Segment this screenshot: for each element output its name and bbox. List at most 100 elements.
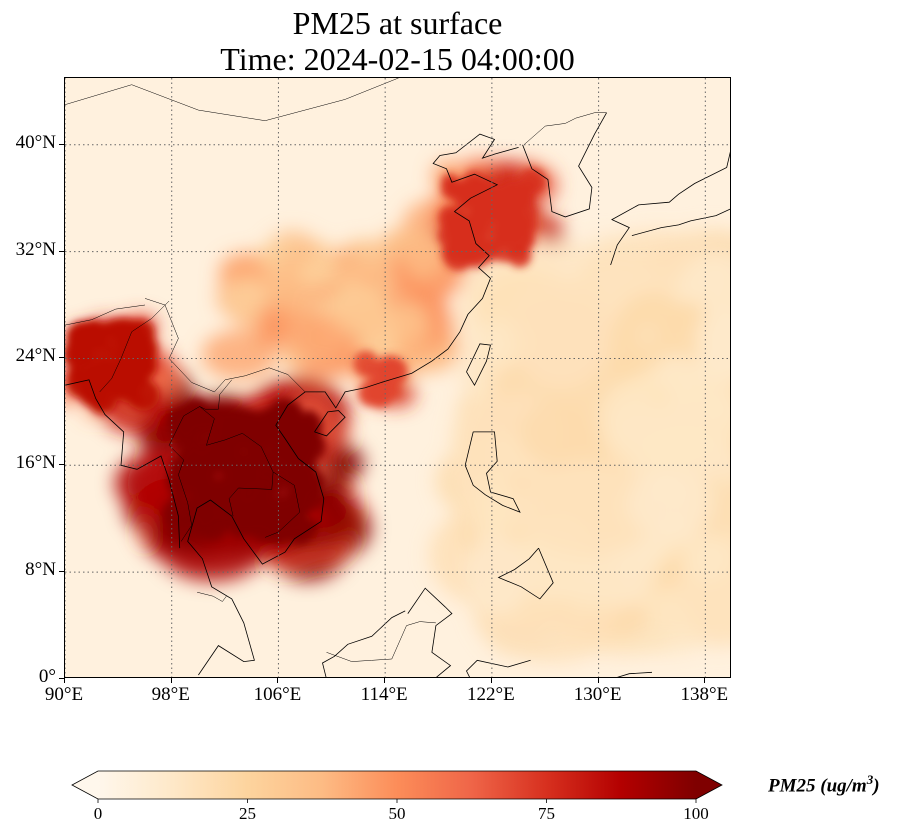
coastline-segment <box>466 343 491 387</box>
pm25-hotspot-core <box>463 208 488 233</box>
country-borders <box>65 78 607 662</box>
gridlines <box>65 78 730 677</box>
coastline-segment <box>631 208 730 236</box>
pm25-plume-cell <box>297 258 337 288</box>
pm25-hotspot-core <box>305 477 324 496</box>
pm25-plume-cell <box>511 461 662 557</box>
pm25-hotspot-core <box>91 389 111 408</box>
border-segment <box>199 406 274 517</box>
border-segment <box>144 298 306 393</box>
pm25-plume-cell <box>557 545 620 610</box>
colorbar-min-extension <box>72 771 98 799</box>
pm25-hotspot-cores <box>65 167 546 546</box>
coastline-segment <box>610 151 730 266</box>
lon-tick-mark <box>277 678 279 683</box>
pm25-hotspot-core <box>197 451 217 471</box>
lat-tick-label: 16°N <box>15 452 56 474</box>
colorbar-tick-label: 50 <box>388 804 406 823</box>
lat-tick-mark <box>59 357 64 359</box>
pm25-hotspot-core <box>245 435 263 453</box>
pm25-hotspot-core <box>116 332 127 344</box>
coastline-segment <box>187 133 519 676</box>
pm25-plume-cell <box>224 277 269 318</box>
lat-tick-mark <box>59 250 64 252</box>
colorbar-tick-label: 75 <box>538 804 555 823</box>
pm25-hotspot-core <box>292 411 302 421</box>
lat-tick-label: 32°N <box>15 238 56 260</box>
coastline-segment <box>314 410 346 437</box>
pm25-hotspot-core <box>174 514 192 532</box>
pm25-map <box>65 78 730 677</box>
pm25-hotspot-core <box>206 471 216 481</box>
pm25-hotspot-core <box>172 465 203 495</box>
pm25-hotspot-core <box>518 191 535 209</box>
pm25-hotspot-core <box>184 439 202 457</box>
pm25-plume-cell <box>238 315 252 331</box>
coastline-segment <box>617 671 653 677</box>
pm25-hotspot-core <box>440 178 462 200</box>
pm25-hotspot-core <box>127 379 160 411</box>
pm25-hotspot-core <box>519 167 546 195</box>
lon-tick-mark <box>64 678 65 683</box>
colorbar-label: PM25 (ug/m3) <box>768 772 880 797</box>
lon-tick-label: 130°E <box>573 684 622 705</box>
pm25-hotspot-core <box>455 245 475 265</box>
pm25-plume-cell <box>637 324 658 347</box>
lat-tick-label: 8°N <box>25 559 56 581</box>
pm25-hotspot-core <box>83 392 95 404</box>
pm25-plume-cell <box>599 369 730 464</box>
colorbar-tick-label: 0 <box>93 804 103 823</box>
pm25-hotspot-core <box>233 481 250 498</box>
pm25-hotspot-core <box>221 444 238 461</box>
pm25-hotspot-core <box>236 451 249 465</box>
border-segment <box>265 471 301 538</box>
border-segment <box>523 112 607 145</box>
pm25-hotspot-core <box>284 515 315 546</box>
pm25-hotspot-core <box>69 345 88 364</box>
colorbar-max-extension <box>696 771 722 799</box>
lat-tick-mark <box>59 464 64 466</box>
colorbar-tick-label: 100 <box>683 804 709 823</box>
pm25-hotspot-core <box>84 364 101 382</box>
pm25-hotspot-core <box>489 222 513 246</box>
border-segment <box>65 304 146 326</box>
pm25-hotspot-core <box>521 204 538 222</box>
lon-tick-label: 106°E <box>253 684 302 705</box>
pm25-plume-cell <box>464 534 532 615</box>
pm25-hotspot-core <box>358 381 383 406</box>
pm25-plume-cell <box>677 301 706 329</box>
lon-tick-label: 138°E <box>680 684 729 705</box>
coastline-segment <box>322 610 406 677</box>
pm25-plume-cell <box>262 266 287 284</box>
colorbar-tick-label: 25 <box>239 804 256 823</box>
chart-subtitle-time: Time: 2024-02-15 04:00:00 <box>220 41 575 77</box>
lon-tick-label: 122°E <box>467 684 515 705</box>
pm25-hotspot-core <box>382 385 393 396</box>
lon-tick-label: 98°E <box>151 684 190 705</box>
lat-tick-mark <box>59 143 64 145</box>
pm25-plume-cell <box>626 469 713 538</box>
pm25-hotspot-core <box>250 487 272 509</box>
pm25-plume-cell <box>519 399 600 466</box>
colorbar-gradient <box>98 771 696 799</box>
pm25-plume-cell <box>201 330 278 380</box>
lon-tick-mark <box>597 678 599 683</box>
pm25-hotspot-core <box>462 170 485 193</box>
coastline-segment <box>407 587 453 677</box>
pm25-hotspot-core <box>104 343 113 352</box>
coastline-segment <box>464 431 521 513</box>
pm25-hotspot-core <box>374 360 397 383</box>
map-plot-area <box>64 77 731 678</box>
lat-tick-mark <box>59 678 64 679</box>
colorbar-outline <box>71 770 723 800</box>
pm25-hotspot-core <box>180 399 212 430</box>
lat-tick-mark <box>59 571 64 573</box>
pm25-plume-cell <box>652 387 670 405</box>
coastlines <box>65 112 730 677</box>
border-segment <box>326 621 436 662</box>
lon-tick-label: 90°E <box>44 684 84 705</box>
pm25-hotspot-core <box>282 459 305 481</box>
pm25-hotspot-core <box>261 406 280 425</box>
pm25-hotspot-core <box>290 419 318 447</box>
lon-tick-mark <box>170 678 172 683</box>
